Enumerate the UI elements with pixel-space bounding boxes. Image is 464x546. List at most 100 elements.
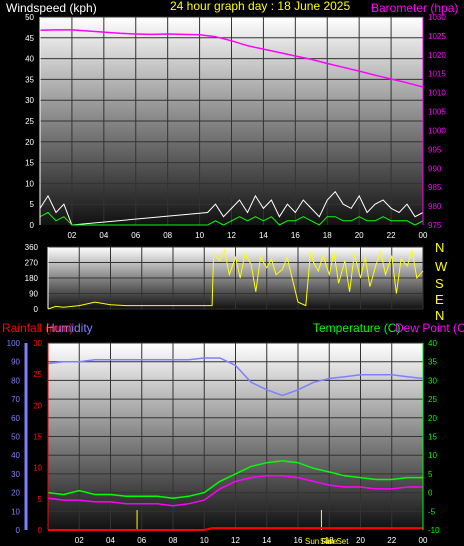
wind-x-tick-label: 08 [163,231,172,240]
wind-x-tick-label: 16 [291,231,300,240]
temperature-humidity-panel: 0102030405060708090100051015202530-10-50… [7,339,440,546]
rainfall-y-tick-label: 0 [38,526,43,535]
temperature-y-tick-label: 35 [428,358,437,367]
dewpoint-line [47,475,423,507]
wind-x-tick-label: 04 [99,231,108,240]
wind-x-tick-label: 22 [387,231,396,240]
windspeed-y-tick-label: 25 [25,117,34,126]
barometer-axis-title: Barometer (hpa) [371,1,458,15]
temperature-y-tick-label: 15 [428,433,437,442]
humidity-y-tick-label: 50 [11,433,20,442]
humidity-y-tick-label: 100 [7,339,21,348]
rainfall-y-tick-label: 10 [33,464,42,473]
barometer-y-tick-label: 1015 [428,70,446,79]
wind-x-tick-label: 12 [227,231,236,240]
windspeed-y-tick-label: 0 [30,221,35,230]
windspeed-axis-title: Windspeed (kph) [6,1,97,15]
wind-x-tick-label: 14 [259,231,268,240]
wind-direction-axes: 0 90 180 270 360 [25,243,49,314]
rainfall-line [48,527,423,531]
windspeed-y-tick-label: 15 [25,159,34,168]
temp-x-tick-label: 12 [231,536,240,545]
rainfall-y-tick-label: 30 [33,339,42,348]
temperature-y-tick-label: 30 [428,376,437,385]
humidity-y-tick-label: 30 [11,470,20,479]
wind-x-tick-label: 20 [355,231,364,240]
temp-x-tick-label: 14 [262,536,271,545]
temperature-humidity-axes: 0102030405060708090100051015202530-10-50… [7,339,440,545]
temperature-y-tick-label: 25 [428,395,437,404]
barometer-y-tick-label: 995 [428,145,442,154]
humidity-y-tick-label: 70 [11,395,20,404]
humidity-y-tick-label: 0 [16,526,21,535]
windspeed-y-tick-label: 10 [25,179,34,188]
barometer-y-tick-label: 1010 [428,89,446,98]
temperature-line [47,460,423,499]
dewpoint-axis-title: Dew Point (C) [395,321,464,335]
temperature-y-tick-label: 5 [428,470,433,479]
temperature-y-tick-label: -5 [428,507,436,516]
temp-x-tick-label: 02 [75,536,84,545]
temperature-y-tick-label: -10 [428,526,440,535]
barometer-y-tick-label: 1020 [428,51,446,60]
rainfall-y-tick-label: 20 [33,401,42,410]
windspeed-line [39,190,424,226]
temp-x-tick-label: 16 [294,536,303,545]
temperature-y-tick-label: 0 [428,489,433,498]
barometer-y-tick-label: 985 [428,183,442,192]
temp-x-tick-label: 04 [106,536,115,545]
wind-direction-line [47,248,424,310]
barometer-y-tick-label: 975 [428,221,442,230]
windspeed-y-tick-label: 20 [25,138,34,147]
windspeed-y-tick-label: 5 [30,200,35,209]
compass-s: S [435,276,444,291]
barometer-y-tick-label: 980 [428,202,442,211]
humidity-y-tick-label: 20 [11,489,20,498]
humidity-y-tick-label: 60 [11,414,20,423]
windspeed-y-tick-label: 45 [25,34,34,43]
windspeed-y-tick-label: 40 [25,55,34,64]
wind-barometer-axes: 02 04 06 08 10 12 14 16 18 20 22 000510152025303540… [25,13,446,240]
compass-w: W [435,259,448,274]
windspeed-y-tick-label: 50 [25,13,34,22]
wind-direction-panel: 0 90 180 270 360 N W S E N [25,240,448,323]
sun-set-label: Sun Set [320,537,349,546]
compass-n-bottom: N [435,308,444,323]
wind-barometer-panel: 02 04 06 08 10 12 14 16 18 20 22 000510152025303540… [25,13,446,240]
rainfall-y-tick-label: 15 [33,433,42,442]
compass-n-top: N [435,240,444,255]
direction-y-tick-label: 0 [34,305,39,314]
humidity-y-tick-label: 90 [11,358,20,367]
barometer-y-tick-label: 990 [428,164,442,173]
temp-x-tick-label: 06 [137,536,146,545]
windspeed-y-tick-label: 35 [25,75,34,84]
barometer-y-tick-label: 1000 [428,126,446,135]
humidity-axis-title: Humidity [46,321,93,335]
wind-x-tick-label: 00 [419,231,428,240]
temp-x-tick-label: 10 [200,536,209,545]
wind-x-tick-label: 10 [195,231,204,240]
barometer-line [39,29,424,88]
temperature-y-tick-label: 40 [428,339,437,348]
temp-x-tick-label: 22 [387,536,396,545]
humidity-line [47,357,424,397]
wind-direction-marks [47,248,424,310]
temp-x-tick-label: 00 [419,536,428,545]
rainfall-y-tick-label: 5 [38,495,43,504]
humidity-y-tick-label: 10 [11,507,20,516]
barometer-y-tick-label: 1005 [428,108,446,117]
rainfall-axis-title: Rainfall (mm) [2,321,73,335]
humidity-y-tick-label: 80 [11,376,20,385]
temp-x-tick-label: 08 [169,536,178,545]
temp-x-tick-label: 20 [356,536,365,545]
windspeed-y-tick-label: 30 [25,96,34,105]
barometer-y-tick-label: 1025 [428,32,446,41]
wind-barometer-grid [40,16,424,225]
temperature-humidity-marks [47,357,424,531]
humidity-y-tick-label: 40 [11,451,20,460]
wind-x-tick-label: 02 [67,231,76,240]
rainfall-y-tick-label: 25 [33,370,42,379]
direction-y-tick-label: 180 [25,274,39,283]
direction-y-tick-label: 270 [25,259,39,268]
